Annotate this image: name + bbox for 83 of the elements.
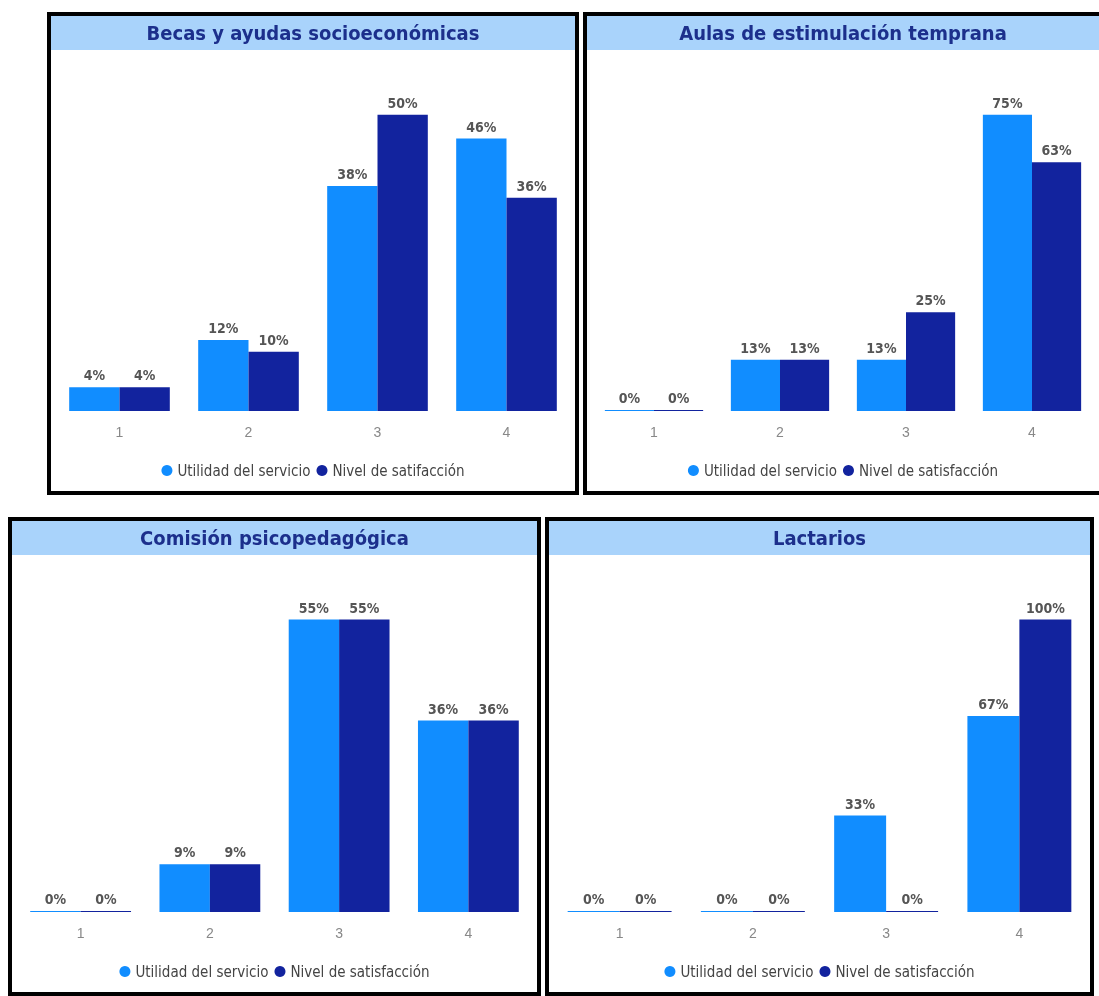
bar [906, 312, 956, 411]
chart-title: Aulas de estimulación temprana [587, 16, 1099, 50]
bar [198, 339, 249, 411]
bar [69, 387, 120, 411]
legend-label: Utilidad del servicio [135, 962, 269, 981]
bar [119, 387, 170, 411]
legend-label: Utilidad del servicio [680, 962, 814, 981]
data-label: 36% [516, 177, 548, 194]
data-label: 55% [349, 599, 380, 616]
bar [834, 815, 887, 912]
data-label: 46% [466, 118, 497, 135]
chart-title: Lactarios [549, 521, 1090, 555]
data-label: 10% [258, 331, 290, 348]
data-label: 25% [915, 292, 947, 309]
data-label: 75% [992, 94, 1023, 111]
bar [730, 359, 780, 411]
legend-label: Nivel de satisfacción [858, 461, 999, 480]
data-label: 0% [716, 891, 738, 907]
x-tick-label: 2 [776, 424, 785, 440]
data-label: 9% [173, 844, 196, 861]
legend-label: Utilidad del servicio [177, 461, 311, 480]
x-tick-label: 1 [615, 925, 624, 941]
data-label: 0% [618, 390, 641, 406]
x-tick-label: 1 [115, 424, 124, 440]
legend-label: Nivel de satisfacción [290, 962, 430, 981]
x-tick-label: 4 [1015, 925, 1024, 941]
x-tick-label: 4 [1028, 424, 1037, 440]
bar [456, 138, 507, 411]
bar [1019, 619, 1072, 912]
data-label: 13% [866, 339, 897, 356]
bar [780, 359, 830, 411]
data-label: 0% [667, 390, 690, 406]
x-tick-label: 1 [650, 424, 659, 440]
bar [417, 720, 469, 912]
data-label: 12% [208, 319, 239, 336]
data-label: 36% [428, 700, 459, 717]
data-label: 0% [582, 891, 605, 907]
bar [506, 197, 557, 411]
data-label: 36% [478, 700, 510, 717]
x-tick-label: 2 [748, 925, 757, 941]
x-tick-label: 4 [502, 424, 511, 440]
bar [856, 359, 906, 411]
x-tick-label: 2 [205, 925, 214, 941]
data-label: 0% [768, 891, 790, 907]
bar [288, 619, 340, 912]
x-tick-label: 1 [76, 925, 85, 941]
bar [339, 619, 390, 912]
bar [982, 114, 1032, 411]
data-label: 33% [845, 795, 876, 812]
bar [468, 720, 519, 912]
bar [377, 114, 428, 411]
data-label: 67% [978, 696, 1009, 713]
x-tick-label: 2 [244, 424, 253, 440]
chart-title: Comisión psicopedagógica [12, 521, 537, 555]
data-label: 13% [789, 339, 821, 356]
data-label: 100% [1025, 599, 1066, 616]
data-label: 0% [95, 891, 117, 907]
x-tick-label: 3 [902, 424, 911, 440]
legend-label: Nivel de satisfacción [835, 962, 975, 981]
data-label: 0% [901, 891, 924, 907]
x-tick-label: 3 [335, 925, 344, 941]
data-label: 13% [740, 339, 771, 356]
x-tick-label: 3 [882, 925, 891, 941]
data-label: 0% [634, 891, 657, 907]
data-label: 55% [298, 599, 330, 616]
data-label: 4% [133, 367, 156, 384]
data-label: 4% [83, 367, 106, 384]
x-tick-label: 4 [464, 925, 473, 941]
data-label: 38% [337, 165, 368, 182]
data-label: 9% [224, 844, 247, 861]
data-label: 63% [1041, 142, 1073, 159]
bar [159, 864, 210, 912]
x-tick-label: 3 [373, 424, 382, 440]
data-label: 50% [387, 94, 419, 111]
bar [967, 716, 1020, 912]
data-label: 0% [44, 891, 67, 907]
bar [327, 185, 378, 411]
legend-label: Utilidad del servicio [703, 461, 837, 480]
chart-title: Becas y ayudas socioeconómicas [51, 16, 575, 50]
bar [1032, 162, 1082, 411]
bar [248, 351, 299, 411]
legend-label: Nivel de satifacción [332, 461, 465, 480]
bar [209, 864, 261, 912]
